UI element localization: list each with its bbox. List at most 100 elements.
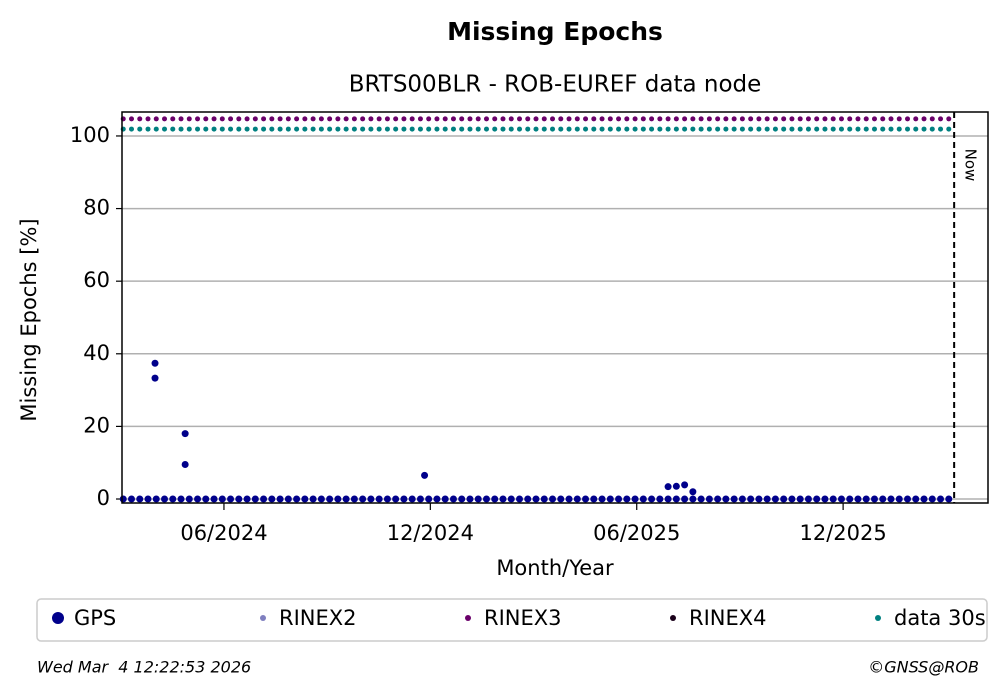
- data-point: [326, 495, 334, 503]
- data-point: [830, 116, 836, 122]
- data-point: [880, 116, 886, 122]
- data-point: [276, 495, 284, 503]
- y-tick-label: 80: [83, 196, 110, 220]
- data-point: [203, 116, 209, 122]
- data-point: [210, 495, 218, 503]
- data-point: [145, 126, 151, 132]
- data-point: [137, 126, 143, 132]
- data-point: [252, 116, 258, 122]
- data-point: [673, 126, 679, 132]
- data-point: [128, 116, 134, 122]
- data-point: [665, 116, 671, 122]
- data-point: [905, 116, 911, 122]
- data-point: [566, 126, 572, 132]
- data-point: [294, 126, 300, 132]
- legend-label: GPS: [74, 606, 116, 630]
- chart-title: Missing Epochs: [447, 17, 663, 46]
- data-point: [657, 116, 663, 122]
- data-point: [441, 495, 449, 503]
- data-point: [615, 495, 623, 503]
- data-point: [590, 495, 598, 503]
- data-point: [550, 126, 556, 132]
- data-point: [789, 116, 795, 122]
- data-point: [755, 495, 763, 503]
- data-point: [748, 116, 754, 122]
- data-point: [219, 126, 225, 132]
- data-point: [781, 126, 787, 132]
- data-point: [854, 495, 862, 503]
- data-point: [764, 126, 770, 132]
- data-point: [525, 116, 531, 122]
- data-point: [359, 495, 367, 503]
- data-point: [689, 488, 697, 496]
- data-point: [368, 126, 374, 132]
- data-point: [524, 495, 532, 503]
- data-point: [474, 495, 482, 503]
- data-point: [862, 495, 870, 503]
- data-point: [458, 495, 466, 503]
- data-point: [664, 495, 672, 503]
- data-point: [698, 126, 704, 132]
- data-point: [376, 126, 382, 132]
- data-point: [302, 126, 308, 132]
- data-point: [335, 116, 341, 122]
- data-point: [459, 126, 465, 132]
- data-point: [863, 126, 869, 132]
- data-point: [896, 126, 902, 132]
- data-point: [814, 116, 820, 122]
- data-point: [508, 126, 514, 132]
- data-point: [649, 116, 655, 122]
- data-point: [574, 116, 580, 122]
- data-point: [846, 495, 854, 503]
- data-point: [318, 126, 324, 132]
- data-point: [772, 126, 778, 132]
- data-point: [540, 495, 548, 503]
- data-point: [433, 495, 441, 503]
- y-tick-label: 100: [70, 123, 110, 147]
- data-point: [144, 495, 152, 503]
- data-point: [938, 126, 944, 132]
- data-point: [507, 495, 515, 503]
- data-point: [788, 495, 796, 503]
- data-point: [244, 126, 250, 132]
- data-point: [541, 126, 547, 132]
- data-point: [895, 495, 903, 503]
- data-point: [698, 116, 704, 122]
- data-point: [195, 116, 201, 122]
- data-point: [335, 126, 341, 132]
- data-point: [161, 495, 169, 503]
- data-point: [228, 116, 234, 122]
- data-point: [938, 116, 944, 122]
- data-point: [350, 495, 358, 503]
- data-point: [244, 116, 250, 122]
- data-point: [508, 116, 514, 122]
- data-point: [771, 495, 779, 503]
- data-point: [921, 116, 927, 122]
- data-point: [136, 495, 144, 503]
- data-point: [342, 495, 350, 503]
- data-point: [409, 116, 415, 122]
- data-point: [558, 116, 564, 122]
- data-point: [236, 126, 242, 132]
- data-point: [945, 495, 953, 503]
- data-point: [565, 495, 573, 503]
- data-point: [492, 126, 498, 132]
- data-point: [838, 126, 844, 132]
- data-point: [181, 461, 189, 469]
- data-point: [170, 116, 176, 122]
- data-point: [722, 495, 730, 503]
- data-point: [640, 116, 646, 122]
- data-point: [284, 495, 292, 503]
- data-point: [500, 116, 506, 122]
- data-point: [409, 126, 415, 132]
- data-point: [639, 495, 647, 503]
- data-point: [467, 126, 473, 132]
- data-point: [517, 116, 523, 122]
- data-point: [491, 495, 499, 503]
- data-point: [533, 116, 539, 122]
- data-point: [483, 126, 489, 132]
- data-point: [459, 116, 465, 122]
- data-point: [706, 116, 712, 122]
- data-point: [566, 116, 572, 122]
